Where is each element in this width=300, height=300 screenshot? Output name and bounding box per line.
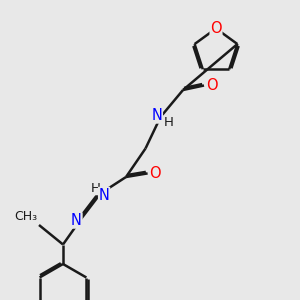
Text: CH₃: CH₃: [14, 211, 38, 224]
Text: N: N: [152, 108, 162, 123]
Text: O: O: [149, 166, 161, 181]
Text: H: H: [164, 116, 174, 129]
Text: O: O: [210, 21, 222, 36]
Text: O: O: [206, 78, 217, 93]
Text: H: H: [91, 182, 101, 195]
Text: N: N: [71, 213, 82, 228]
Text: N: N: [99, 188, 110, 202]
